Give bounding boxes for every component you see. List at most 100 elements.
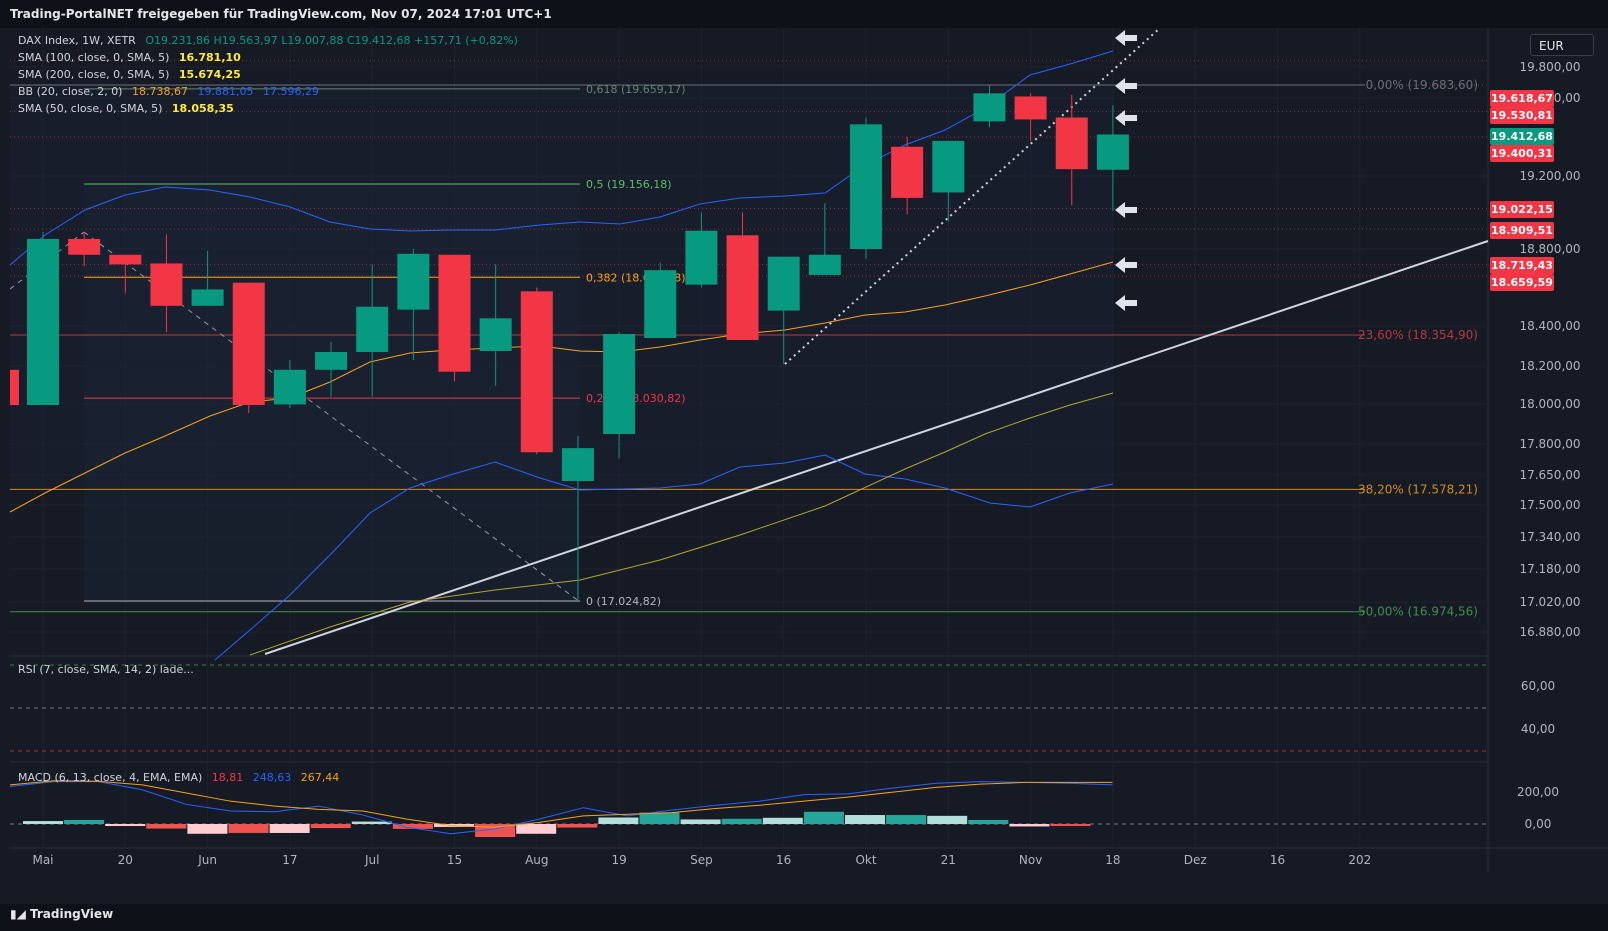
fib-long-label: 23,60% (18.354,90) — [1358, 328, 1478, 342]
arrow-marker-icon — [1115, 78, 1137, 94]
legend-sma200-value: 15.674,25 — [178, 68, 241, 81]
macd-histogram-bar — [680, 819, 721, 824]
candle-body — [685, 230, 718, 285]
candle — [27, 232, 59, 405]
candle — [685, 212, 718, 288]
candle — [68, 232, 101, 267]
candle-body — [150, 263, 183, 306]
price-label-badge: 19.412,68 — [1490, 128, 1554, 145]
candle-body — [68, 238, 101, 255]
legend-ohlc: O19.231,86 H19.563,97 L19.007,88 C19.412… — [145, 34, 518, 47]
time-tick: Jun — [197, 853, 217, 867]
legend-macd-v3: 267,44 — [300, 771, 340, 784]
time-tick: Mai — [32, 853, 53, 867]
macd-histogram-bar — [187, 824, 228, 834]
candle-body-partial — [10, 369, 19, 405]
candle-body — [356, 306, 389, 352]
macd-histogram-bar — [845, 815, 885, 824]
rsi-tick: 60,00 — [1521, 679, 1555, 693]
macd-histogram-bar — [1050, 824, 1091, 826]
candle-body — [479, 318, 512, 351]
tradingview-brand: TradingView — [30, 907, 114, 921]
price-tick: 19.200,00 — [1519, 169, 1580, 183]
macd-signal-line — [9, 780, 1113, 828]
macd-histogram-bar — [269, 824, 310, 833]
price-label-box — [1490, 274, 1554, 291]
candle — [397, 249, 430, 360]
legend-sma50-label: SMA (50, close, 0, SMA, 5) — [18, 102, 163, 115]
candle-body — [1014, 96, 1047, 120]
legend-sma100-label: SMA (100, close, 0, SMA, 5) — [18, 51, 170, 64]
macd-histogram-bar — [557, 824, 598, 828]
macd-histogram-bar — [598, 817, 639, 824]
legend-macd-label: MACD (6, 13, close, 4, EMA, EMA) — [18, 771, 203, 784]
time-tick: Dez — [1184, 853, 1207, 867]
candle — [561, 436, 594, 601]
price-label-box — [1490, 107, 1554, 124]
legend-bb-v1: 18.738,67 — [131, 85, 188, 98]
legend-sma200-label: SMA (200, close, 0, SMA, 5) — [18, 68, 170, 81]
time-tick: Aug — [525, 853, 548, 867]
macd-histogram-bar — [762, 817, 803, 824]
time-tick: 15 — [447, 853, 462, 867]
price-tick: 17.020,00 — [1519, 595, 1580, 609]
price-label-text: 19.412,68 — [1491, 130, 1553, 143]
price-tick: 17.650,00 — [1519, 468, 1580, 482]
candle — [1014, 93, 1047, 141]
candle — [973, 85, 1006, 128]
legend-rsi: RSI (7, close, SMA, 14, 2) lade... — [18, 663, 194, 676]
candle-body — [561, 448, 594, 481]
header-title: Trading-PortalNET freigegeben für Tradin… — [0, 0, 1608, 28]
time-tick: Nov — [1019, 853, 1042, 867]
candle — [767, 256, 800, 364]
price-label-text: 19.400,31 — [1491, 147, 1553, 160]
legend-macd-v2: 248,63 — [252, 771, 292, 784]
time-tick: 18 — [1105, 853, 1120, 867]
candle-body — [767, 256, 800, 311]
candle-body — [932, 140, 965, 193]
candle — [1096, 105, 1129, 212]
time-tick: 20 — [118, 853, 133, 867]
currency-button[interactable]: EUR — [1530, 34, 1594, 56]
fib-long-label: 0,00% (19.683,60) — [1366, 78, 1478, 92]
price-label-badge: 18.659,59 — [1490, 274, 1554, 291]
price-tick: 17.800,00 — [1519, 437, 1580, 451]
candle — [932, 140, 965, 222]
macd-histogram-bar — [803, 811, 844, 824]
macd-tick: 0,00 — [1525, 817, 1552, 831]
candle-body — [603, 334, 636, 434]
candle-body — [273, 369, 306, 405]
bb-basis — [9, 261, 1114, 513]
macd-line — [9, 781, 1113, 835]
legend-symbol-name: DAX Index, 1W, XETR — [18, 34, 136, 47]
macd-histogram-bar — [639, 812, 680, 824]
price-tick: 17.180,00 — [1519, 562, 1580, 576]
candle — [726, 212, 759, 340]
price-label-badge: 19.618,67 — [1490, 90, 1554, 107]
arrow-marker-icon — [1115, 295, 1137, 311]
price-tick: 18.800,00 — [1519, 242, 1580, 256]
macd-histogram-bar — [392, 824, 433, 829]
candle-body — [644, 270, 677, 338]
fib-short-label: 0,618 (19.659,17) — [586, 83, 686, 96]
candle-body — [850, 124, 882, 249]
price-tick: 19.800,00 — [1519, 60, 1580, 74]
macd-histogram-bar — [886, 815, 927, 824]
price-label-box — [1490, 201, 1554, 218]
price-label-box — [1490, 222, 1554, 239]
price-label-text: 19.022,15 — [1491, 203, 1553, 216]
candle-body — [891, 146, 924, 198]
time-tick: 19 — [611, 853, 626, 867]
legend-sma100-value: 16.781,10 — [178, 51, 241, 64]
legend-macd: MACD (6, 13, close, 4, EMA, EMA) 18,81 2… — [18, 771, 339, 784]
candle-body — [109, 254, 142, 265]
macd-histogram-bar — [310, 824, 351, 829]
footer-bar — [0, 904, 1608, 931]
legend-sma200: SMA (200, close, 0, SMA, 5) 15.674,25 — [18, 68, 241, 81]
tradingview-logo: ▮◢ TradingView — [10, 907, 113, 921]
arrow-marker-icon — [1115, 257, 1137, 273]
candle — [438, 254, 471, 382]
macd-histogram-bar — [968, 819, 1009, 824]
bb-lower — [214, 454, 1114, 661]
